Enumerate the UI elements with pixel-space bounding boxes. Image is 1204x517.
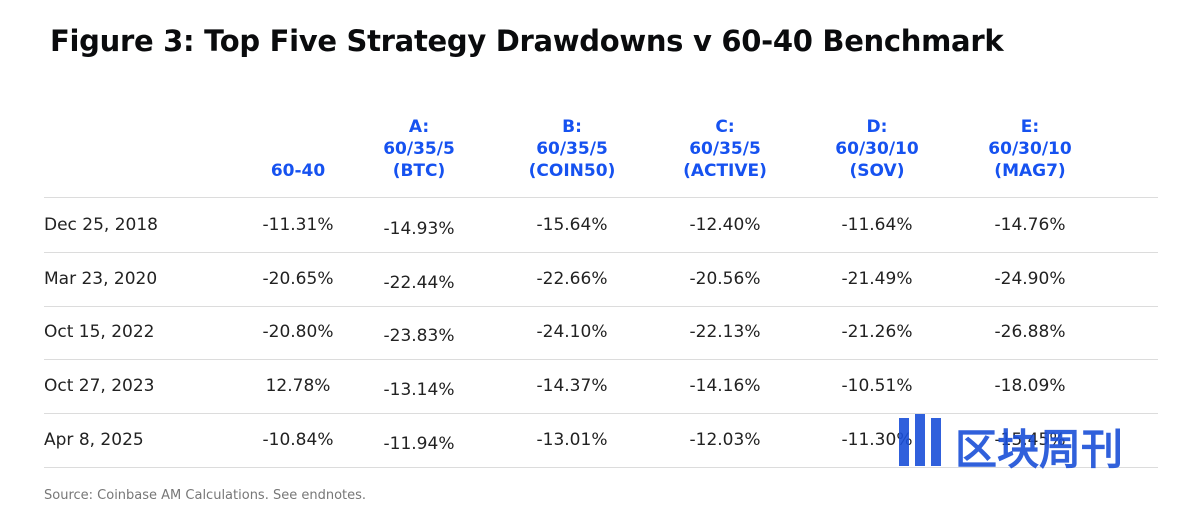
- row-date: Mar 23, 2020: [44, 268, 158, 289]
- row-date: Oct 27, 2023: [44, 376, 155, 397]
- column-header: E: 60/30/10 (MAG7): [988, 117, 1072, 181]
- value-cell: -21.49%: [841, 268, 913, 289]
- watermark-text: 区块周刊: [955, 425, 1124, 474]
- value-cell: -11.94%: [383, 433, 455, 454]
- row-date: Apr 8, 2025: [44, 429, 144, 450]
- value-cell: -22.44%: [383, 272, 455, 293]
- column-header: D: 60/30/10 (SOV): [835, 117, 919, 181]
- value-cell: -20.56%: [689, 268, 761, 289]
- value-cell: -20.80%: [262, 322, 334, 343]
- value-cell: -11.31%: [262, 215, 334, 235]
- value-cell: 12.78%: [265, 376, 331, 397]
- value-cell: -24.90%: [994, 268, 1066, 289]
- value-cell: -12.40%: [689, 215, 761, 235]
- value-cell: -22.13%: [689, 322, 761, 343]
- header-rule: [44, 197, 1158, 198]
- column-header: B: 60/35/5 (COIN50): [528, 117, 616, 181]
- value-cell: -13.01%: [536, 429, 608, 450]
- value-cell: -15.45%: [994, 429, 1066, 450]
- column-header: C: 60/35/5 (ACTIVE): [683, 117, 767, 181]
- value-cell: -26.88%: [994, 322, 1066, 343]
- row-date: Oct 15, 2022: [44, 322, 155, 343]
- value-cell: -14.93%: [383, 219, 455, 239]
- row-date: Dec 25, 2018: [44, 215, 159, 235]
- value-cell: -14.76%: [994, 215, 1066, 235]
- value-cell: -14.37%: [536, 376, 608, 397]
- row-rule: [44, 252, 1158, 253]
- value-cell: -24.10%: [536, 322, 608, 343]
- value-cell: -11.64%: [841, 215, 913, 235]
- row-rule: [44, 305, 1158, 307]
- value-cell: -23.83%: [383, 326, 455, 347]
- value-cell: -18.09%: [994, 376, 1066, 397]
- source-note: Source: Coinbase AM Calculations. See en…: [44, 488, 367, 503]
- value-cell: -14.16%: [689, 376, 761, 397]
- value-cell: -12.03%: [689, 429, 761, 450]
- figure-title: Figure 3: Top Five Strategy Drawdowns v …: [50, 24, 1004, 58]
- watermark-logo: [899, 414, 941, 466]
- value-cell: -21.26%: [841, 322, 913, 343]
- row-rule: [44, 359, 1158, 361]
- value-cell: -20.65%: [262, 268, 334, 289]
- row-rule: [44, 413, 1158, 415]
- row-rule: [44, 466, 1158, 468]
- value-cell: -22.66%: [536, 268, 608, 289]
- value-cell: -10.51%: [841, 376, 913, 397]
- value-cell: -10.84%: [262, 429, 334, 450]
- value-cell: -11.30%: [841, 429, 913, 450]
- value-cell: -13.14%: [383, 380, 455, 401]
- watermark: 区块周刊: [893, 410, 1183, 474]
- column-header: 60-40: [270, 161, 326, 181]
- value-cell: -15.64%: [536, 215, 608, 235]
- column-header: A: 60/35/5 (BTC): [383, 117, 455, 181]
